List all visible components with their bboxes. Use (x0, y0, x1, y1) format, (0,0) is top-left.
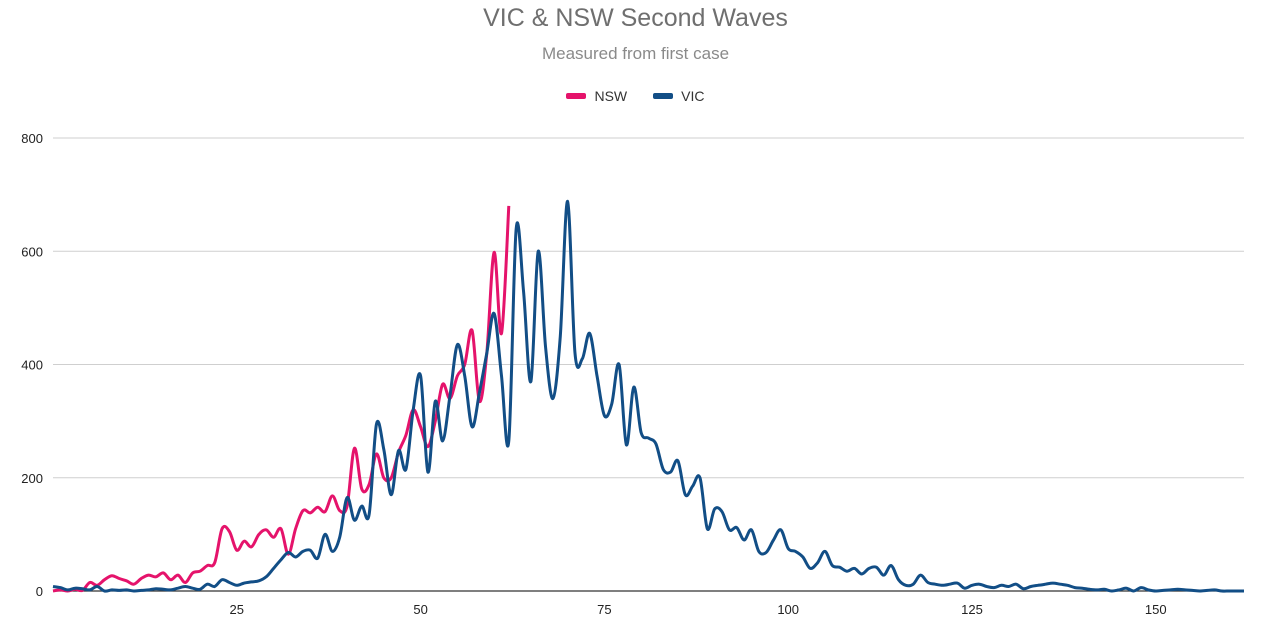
y-tick-label: 0 (36, 584, 43, 599)
legend-item-vic[interactable]: VIC (653, 88, 705, 104)
x-tick-label: 50 (413, 602, 427, 617)
chart-title: VIC & NSW Second Waves (483, 4, 788, 32)
legend-swatch-vic (653, 93, 674, 99)
x-tick-label: 75 (597, 602, 611, 617)
legend-swatch-nsw (566, 93, 587, 99)
x-axis-tick-labels: 25 50 75 100 125 150 (230, 602, 1167, 617)
series-line-nsw (52, 205, 511, 593)
chart-subtitle: Measured from first case (541, 44, 730, 63)
y-tick-label: 400 (21, 358, 43, 373)
y-tick-label: 600 (21, 244, 43, 259)
series-line-vic (52, 199, 1244, 593)
y-tick-label: 800 (21, 131, 43, 146)
x-tick-label: 150 (1145, 602, 1167, 617)
legend-label-nsw: NSW (594, 88, 628, 104)
legend-item-nsw[interactable]: NSW (566, 88, 627, 104)
series-lines (52, 199, 1244, 593)
gridlines (53, 137, 1244, 592)
legend-label-vic: VIC (681, 88, 705, 104)
y-tick-label: 200 (21, 471, 43, 486)
x-tick-label: 100 (777, 602, 799, 617)
y-axis-tick-labels: 0 200 400 600 800 (21, 131, 43, 599)
legend: NSW VIC (0, 88, 1271, 104)
x-tick-label: 125 (961, 602, 983, 617)
x-tick-label: 25 (230, 602, 244, 617)
